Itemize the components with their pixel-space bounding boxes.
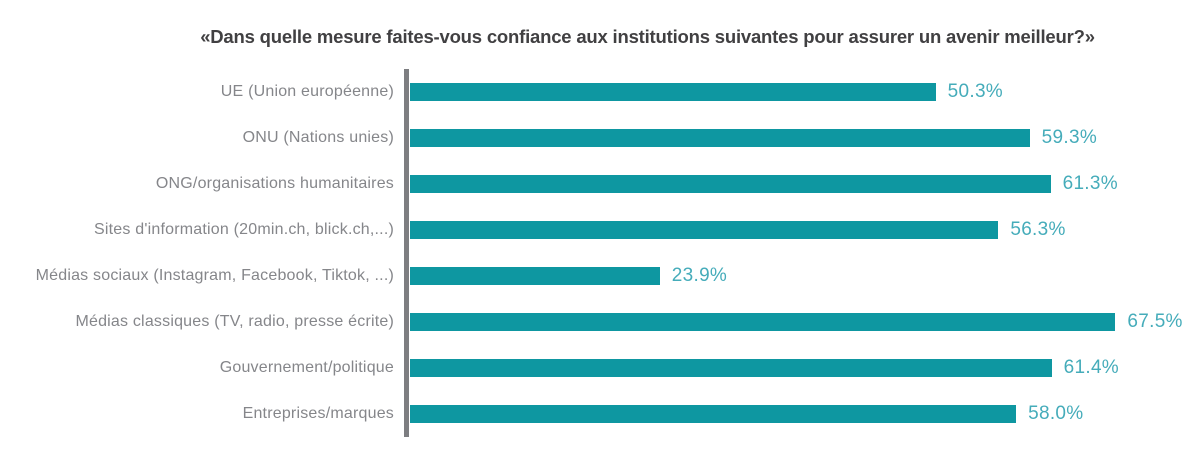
- value-label: 58.0%: [1028, 403, 1084, 424]
- bar: [410, 221, 999, 239]
- bar: [410, 267, 660, 285]
- category-label: UE (Union européenne): [220, 83, 394, 100]
- category-label: Médias classiques (TV, radio, presse écr…: [75, 313, 394, 330]
- bar-row: ONG/organisations humanitaires 61.3%: [0, 161, 1200, 207]
- bar-zone: 56.3%: [410, 219, 1200, 241]
- value-label: 56.3%: [1010, 219, 1066, 240]
- category-label: ONU (Nations unies): [242, 129, 394, 146]
- category-label: ONG/organisations humanitaires: [155, 175, 394, 192]
- bar-row: Gouvernement/politique 61.4%: [0, 345, 1200, 391]
- bar-zone: 50.3%: [410, 81, 1200, 103]
- bar-row: ONU (Nations unies) 59.3%: [0, 115, 1200, 161]
- bar: [410, 359, 1052, 377]
- category-label: Sites d'information (20min.ch, blick.ch,…: [94, 221, 394, 238]
- value-label: 61.4%: [1063, 357, 1119, 378]
- bar: [410, 83, 936, 101]
- value-label: 50.3%: [947, 81, 1003, 102]
- category-label: Entreprises/marques: [242, 405, 394, 422]
- value-label: 67.5%: [1127, 311, 1183, 332]
- chart-title: «Dans quelle mesure faites-vous confianc…: [200, 26, 1095, 47]
- value-label: 59.3%: [1041, 127, 1098, 148]
- bar-zone: 61.4%: [410, 357, 1200, 379]
- value-label: 23.9%: [671, 265, 728, 286]
- bar-row: Médias classiques (TV, radio, presse écr…: [0, 299, 1200, 345]
- plot-area: UE (Union européenne) 50.3% ONU (Nations u…: [0, 69, 1200, 437]
- bar-rows: UE (Union européenne) 50.3% ONU (Nations u…: [0, 69, 1200, 437]
- bar: [410, 129, 1030, 147]
- bar-row: Entreprises/marques 58.0%: [0, 391, 1200, 437]
- value-label: 61.3%: [1062, 173, 1118, 194]
- bar: [410, 405, 1017, 423]
- category-label: Médias sociaux (Instagram, Facebook, Tik…: [35, 267, 394, 284]
- bar-zone: 59.3%: [410, 127, 1200, 149]
- bar-row: Sites d'information (20min.ch, blick.ch,…: [0, 207, 1200, 253]
- y-axis-line: [404, 69, 409, 437]
- bar-zone: 58.0%: [410, 403, 1200, 425]
- bar: [410, 175, 1051, 193]
- bar-row: Médias sociaux (Instagram, Facebook, Tik…: [0, 253, 1200, 299]
- category-label: Gouvernement/politique: [219, 359, 394, 376]
- bar-zone: 67.5%: [410, 311, 1200, 333]
- bar-zone: 61.3%: [410, 173, 1200, 195]
- bar: [410, 313, 1116, 331]
- bar-zone: 23.9%: [410, 265, 1200, 287]
- bar-row: UE (Union européenne) 50.3%: [0, 69, 1200, 115]
